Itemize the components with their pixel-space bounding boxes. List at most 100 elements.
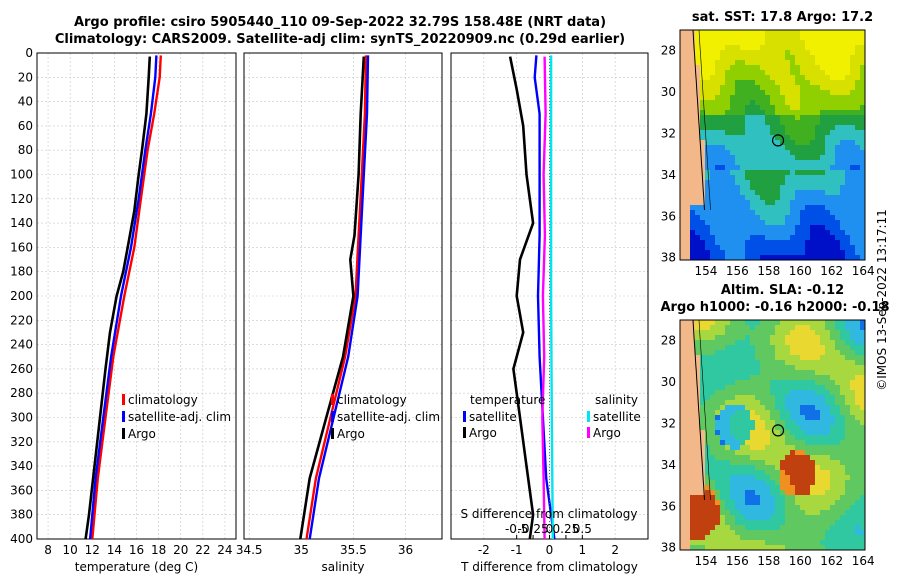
map-cell [845, 235, 851, 241]
map-cell [780, 335, 786, 341]
map-cell [700, 510, 706, 516]
map-cell [695, 45, 701, 51]
map-lat-tick-label: -36 [660, 209, 676, 223]
map-cell [825, 155, 831, 161]
map-cell [700, 80, 706, 86]
map-cell [805, 200, 811, 206]
map-cell [785, 325, 791, 331]
map-cell [760, 100, 766, 106]
map-cell [715, 165, 721, 171]
map-cell [770, 405, 776, 411]
map-cell [715, 485, 721, 491]
map-cell [720, 390, 726, 396]
map-cell [815, 530, 821, 536]
map-cell [745, 515, 751, 521]
map-cell [800, 220, 806, 226]
map-cell [785, 485, 791, 491]
map-cell [680, 50, 686, 56]
map-cell [825, 195, 831, 201]
map-cell [835, 435, 841, 441]
map-cell [790, 225, 796, 231]
map-cell [710, 415, 716, 421]
map-cell [750, 70, 756, 76]
map-cell [715, 160, 721, 166]
map-cell [830, 150, 836, 156]
map-cell [840, 165, 846, 171]
map-cell [825, 380, 831, 386]
map-cell [690, 170, 696, 176]
map-lon-tick-label: 154 [694, 554, 717, 568]
map-cell [810, 355, 816, 361]
map-cell [750, 235, 756, 241]
map-cell [725, 150, 731, 156]
temp-xtick-label: 14 [107, 543, 122, 557]
map-cell [855, 240, 861, 246]
map-cell [860, 485, 866, 491]
map-cell [855, 350, 861, 356]
map-cell [790, 65, 796, 71]
map-cell [840, 545, 846, 551]
map-cell [785, 320, 791, 326]
map-cell [800, 130, 806, 136]
map-cell [730, 355, 736, 361]
map-cell [830, 240, 836, 246]
map-cell [855, 145, 861, 151]
map-cell [705, 85, 711, 91]
map-cell [820, 180, 826, 186]
map-cell [745, 450, 751, 456]
map-cell [790, 205, 796, 211]
map-cell [755, 470, 761, 476]
map-cell [760, 90, 766, 96]
map-cell [760, 215, 766, 221]
map-cell [740, 225, 746, 231]
map-cell [690, 125, 696, 131]
map-cell [705, 245, 711, 251]
map-cell [740, 65, 746, 71]
map-cell [835, 225, 841, 231]
map-cell [685, 525, 691, 531]
map-cell [685, 410, 691, 416]
map-cell [710, 230, 716, 236]
map-cell [680, 365, 686, 371]
map-cell [800, 245, 806, 251]
map-cell [825, 465, 831, 471]
map-cell [800, 450, 806, 456]
map-cell [740, 355, 746, 361]
map-cell [790, 60, 796, 66]
map-cell [805, 505, 811, 511]
map-cell [720, 40, 726, 46]
map-cell [805, 465, 811, 471]
map-cell [760, 140, 766, 146]
map-cell [690, 50, 696, 56]
map-cell [735, 100, 741, 106]
map-cell [685, 535, 691, 541]
map-cell [825, 420, 831, 426]
map-cell [840, 535, 846, 541]
map-cell [860, 95, 866, 101]
map-cell [775, 155, 781, 161]
map-cell [845, 350, 851, 356]
map-cell [695, 235, 701, 241]
map-cell [790, 215, 796, 221]
map-cell [765, 515, 771, 521]
map-cell [825, 60, 831, 66]
map-cell [695, 435, 701, 441]
map-cell [835, 520, 841, 526]
map-cell [715, 60, 721, 66]
map-cell [755, 440, 761, 446]
map-cell [705, 475, 711, 481]
map-cell [860, 255, 866, 261]
map-cell [835, 175, 841, 181]
map-cell [800, 480, 806, 486]
sal-axes-box [243, 52, 443, 540]
map-cell [810, 370, 816, 376]
map-cell [745, 250, 751, 256]
map-cell [730, 195, 736, 201]
map-cell [810, 220, 816, 226]
map-cell [800, 370, 806, 376]
map-cell [680, 110, 686, 116]
map-cell [850, 110, 856, 116]
map-cell [700, 105, 706, 111]
map-cell [770, 230, 776, 236]
